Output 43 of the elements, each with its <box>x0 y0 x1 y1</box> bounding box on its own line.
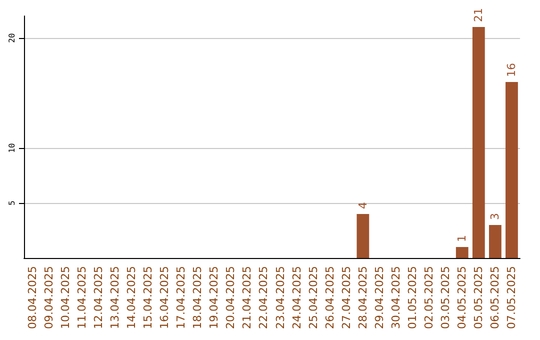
bar <box>506 82 518 258</box>
x-tick-label: 24.04.2025 <box>290 266 304 330</box>
bar <box>489 225 502 258</box>
x-tick-label: 27.04.2025 <box>340 266 353 330</box>
bar <box>472 27 485 258</box>
x-tick-label: 02.05.2025 <box>422 266 436 330</box>
x-tick-label: 10.04.2025 <box>58 266 72 330</box>
x-tick-label: 15.04.2025 <box>142 266 154 330</box>
x-tick-label: 13.04.2025 <box>108 266 122 330</box>
x-tick-label: 22.04.2025 <box>257 266 270 330</box>
x-tick-label: 21.04.2025 <box>240 266 254 330</box>
x-tick-label: 04.05.2025 <box>456 266 469 330</box>
x-tick-label: 16.04.2025 <box>158 266 172 330</box>
bar <box>456 247 468 258</box>
bar <box>356 214 370 258</box>
data-label: 21 <box>472 8 486 22</box>
x-tick-label: 26.04.2025 <box>323 266 336 330</box>
x-tick-label: 19.04.2025 <box>208 266 221 330</box>
data-label: 16 <box>505 63 518 78</box>
data-label: 3 <box>488 213 502 220</box>
data-label: 1 <box>456 235 469 242</box>
x-tick-label: 23.04.2025 <box>274 266 287 330</box>
x-tick-label: 03.05.2025 <box>439 266 452 330</box>
x-tick-label: 08.04.2025 <box>26 266 39 330</box>
x-tick-label: 01.05.2025 <box>406 266 420 330</box>
x-tick-label: 05.05.2025 <box>472 266 486 330</box>
x-tick-label: 28.04.2025 <box>356 266 370 330</box>
x-tick-label: 25.04.2025 <box>306 266 320 330</box>
x-tick-label: 07.05.2025 <box>505 266 518 330</box>
x-tick-label: 09.04.2025 <box>42 266 56 330</box>
x-tick-label: 14.04.2025 <box>124 266 138 330</box>
x-tick-label: 29.04.2025 <box>372 266 386 330</box>
x-tick-label: 18.04.2025 <box>191 266 204 330</box>
y-tick-label: 5 <box>8 200 16 206</box>
x-tick-label: 06.05.2025 <box>488 266 502 330</box>
x-tick-label: 30.04.2025 <box>390 266 402 330</box>
x-tick-label: 17.04.2025 <box>174 266 188 330</box>
data-label: 4 <box>356 202 370 210</box>
x-tick-label: 11.04.2025 <box>75 266 88 330</box>
x-tick-label: 20.04.2025 <box>224 266 238 330</box>
y-tick-label: 20 <box>8 33 16 43</box>
y-tick-label: 10 <box>8 143 16 153</box>
x-tick-label: 12.04.2025 <box>92 266 105 330</box>
